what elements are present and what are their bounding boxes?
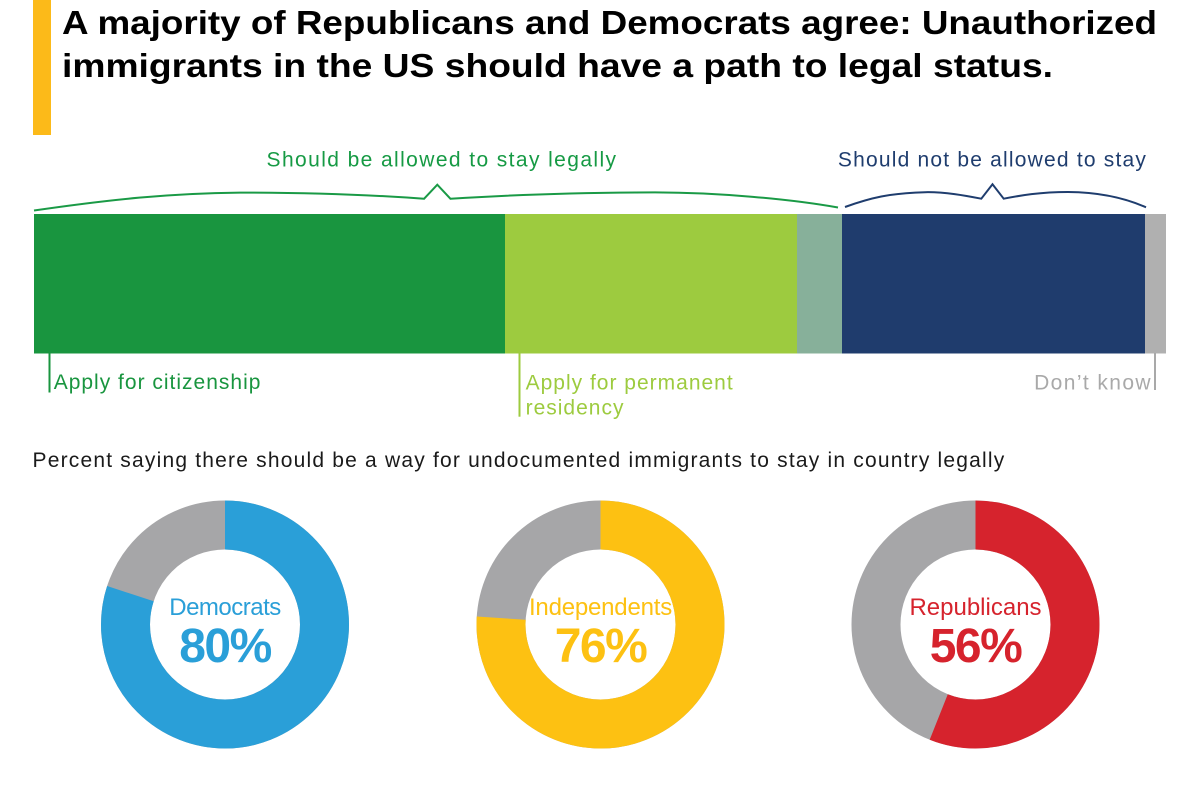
svg-text:residency: residency [526,397,625,420]
svg-text:Independents: Independents [529,594,672,621]
svg-text:56%: 56% [930,620,1022,673]
svg-text:Democrats: Democrats [169,594,281,621]
svg-text:Republicans: Republicans [909,594,1041,621]
svg-text:Apply for citizenship: Apply for citizenship [54,371,262,394]
svg-text:76%: 76% [555,620,647,673]
svg-text:80%: 80% [179,620,271,673]
svg-text:Don’t know: Don’t know [1034,372,1152,395]
svg-text:Should not be allowed to stay: Should not be allowed to stay [838,149,1147,172]
svg-text:Should be allowed to stay lega: Should be allowed to stay legally [267,149,618,172]
svg-text:Apply for permanent: Apply for permanent [526,372,734,395]
